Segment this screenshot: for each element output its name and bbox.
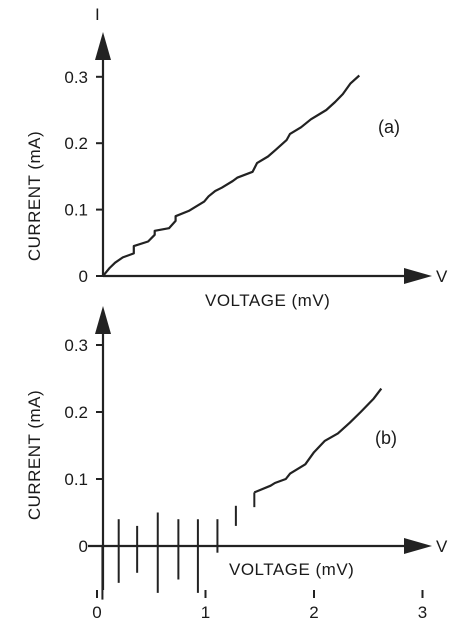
panel-a-y-ticks: 0 0.1 0.2 0.3 — [64, 68, 103, 286]
panel-b-vertical-segments — [101, 492, 256, 600]
panel-a-x-axis-arrow — [404, 268, 432, 284]
panel-a-x-title: VOLTAGE (mV) — [205, 291, 330, 310]
panel-b-y-title: CURRENT (mA) — [25, 390, 44, 520]
panel-b-y-tick-label: 0.3 — [64, 336, 88, 355]
panel-a-tag: (a) — [378, 117, 400, 137]
panel-b-series-line — [253, 387, 383, 494]
panel-b-tag: (b) — [375, 428, 397, 448]
panel-b-x-axis-arrow — [404, 538, 432, 554]
panel-b-x-symbol: V — [436, 537, 448, 556]
panel-a-y-symbol: I — [95, 5, 100, 24]
panel-a-y-tick-label: 0.3 — [64, 68, 88, 87]
panel-b: V 0 0.1 0.2 0.3 0 1 2 3 VOLTAGE (mV) CURRENT (… — [25, 306, 448, 622]
panel-b-x-title: VOLTAGE (mV) — [229, 560, 354, 579]
panel-b-x-tick-label: 0 — [92, 603, 101, 622]
panel-b-x-tick-label: 1 — [201, 603, 210, 622]
panel-a-y-tick-label: 0.2 — [64, 134, 88, 153]
panel-a: I V 0 0.1 0.2 0.3 VOLTAGE (mV) CURRENT (mA)… — [25, 5, 448, 310]
panel-b-y-tick-label: 0 — [79, 537, 88, 556]
panel-a-x-symbol: V — [436, 267, 448, 286]
panel-a-y-title: CURRENT (mA) — [25, 131, 44, 261]
panel-b-x-tick-label: 2 — [309, 603, 318, 622]
panel-b-y-ticks: 0 0.1 0.2 0.3 — [64, 336, 103, 556]
panel-a-y-tick-label: 0 — [79, 267, 88, 286]
panel-a-y-tick-label: 0.1 — [64, 201, 88, 220]
panel-b-x-ticks: 0 1 2 3 — [92, 590, 427, 622]
panel-a-y-axis-arrow — [95, 32, 111, 60]
panel-a-series-line — [102, 74, 361, 277]
panel-b-x-tick-label: 3 — [418, 603, 427, 622]
panel-b-y-tick-label: 0.1 — [64, 470, 88, 489]
panel-b-y-axis-arrow — [95, 306, 111, 334]
panel-b-y-tick-label: 0.2 — [64, 403, 88, 422]
